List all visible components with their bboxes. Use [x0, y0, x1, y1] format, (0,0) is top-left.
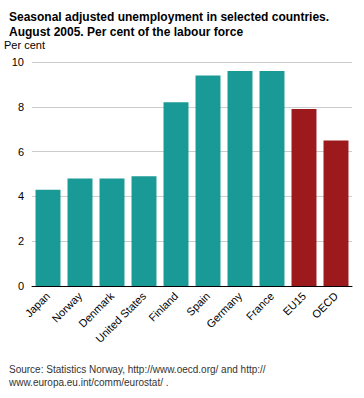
- svg-text:6: 6: [18, 146, 24, 158]
- svg-text:EU15: EU15: [280, 290, 308, 318]
- svg-text:Finland: Finland: [146, 290, 180, 324]
- svg-text:Denmark: Denmark: [76, 289, 117, 330]
- svg-text:Spain: Spain: [184, 290, 212, 318]
- svg-text:0: 0: [18, 280, 24, 292]
- svg-text:Japan: Japan: [23, 290, 53, 320]
- svg-text:Norway: Norway: [49, 289, 85, 325]
- svg-text:4: 4: [18, 190, 24, 202]
- svg-text:2: 2: [18, 235, 24, 247]
- svg-text:Germany: Germany: [204, 289, 245, 330]
- svg-text:8: 8: [18, 101, 24, 113]
- svg-text:Source: Statistics Norway, htt: Source: Statistics Norway, http://www.oe…: [9, 364, 266, 375]
- svg-text:August 2005. Per cent of the l: August 2005. Per cent of the labour forc…: [9, 25, 243, 39]
- svg-text:OECD: OECD: [309, 290, 340, 321]
- svg-text:www.europa.eu.int/comm/eurosta: www.europa.eu.int/comm/eurostat/ .: [8, 377, 169, 388]
- svg-text:Per cent: Per cent: [4, 39, 45, 51]
- svg-text:10: 10: [12, 56, 24, 68]
- svg-text:France: France: [244, 290, 277, 323]
- svg-text:Seasonal adjusted unemployment: Seasonal adjusted unemployment in select…: [9, 10, 332, 24]
- svg-text:United States: United States: [93, 289, 148, 344]
